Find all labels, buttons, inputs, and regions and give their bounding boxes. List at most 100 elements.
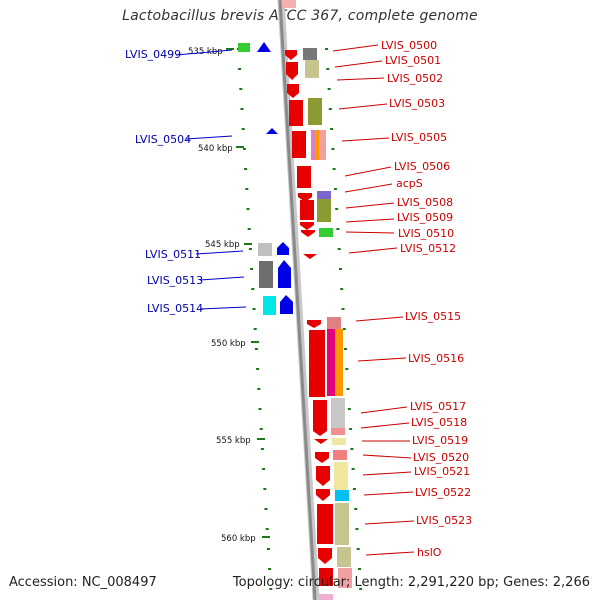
gene-label-lvis-0518: LVIS_0518 xyxy=(411,416,467,429)
accession-text: Accession: NC_008497 xyxy=(9,575,157,590)
feature-grey-1 xyxy=(303,48,317,60)
gene-label-lvis-0517: LVIS_0517 xyxy=(410,400,466,413)
feature-cyan-1 xyxy=(335,490,349,501)
minor-tick xyxy=(268,568,272,570)
feature-red-22 xyxy=(319,568,333,586)
minor-tick xyxy=(337,248,341,250)
minor-tick xyxy=(262,468,266,470)
minor-tick xyxy=(349,428,353,430)
scale-tick-560: 560 kbp xyxy=(221,534,256,544)
feature-olive-2 xyxy=(308,98,322,125)
feature-lvis-0513-grey xyxy=(259,261,273,288)
genome-title: Lactobacillus brevis ATCC 367, complete … xyxy=(122,8,478,24)
minor-tick xyxy=(356,548,360,550)
gene-label-lvis-0509: LVIS_0509 xyxy=(397,211,453,224)
scale-tick-540: 540 kbp xyxy=(198,144,233,154)
feature-green-1 xyxy=(319,228,333,237)
feature-pink-3 xyxy=(319,594,333,600)
feature-lvis-0513-arrow xyxy=(278,260,291,288)
gene-label-hslo: hslO xyxy=(417,546,442,559)
minor-tick xyxy=(332,168,336,170)
feature-mixed-2 xyxy=(315,130,320,160)
minor-tick xyxy=(358,568,361,570)
feature-olive-1 xyxy=(305,60,319,78)
minor-tick xyxy=(238,68,242,70)
feature-red-arrow-15 xyxy=(313,428,327,436)
gene-label-lvis-0508: LVIS_0508 xyxy=(397,196,453,209)
feature-red-arrow-16 xyxy=(314,439,328,444)
feature-salmon-2 xyxy=(338,568,352,588)
minor-tick xyxy=(247,228,251,230)
minor-tick xyxy=(327,88,331,90)
gene-label-lvis-0503: LVIS_0503 xyxy=(389,97,445,110)
minor-tick xyxy=(335,208,339,210)
minor-tick xyxy=(341,308,345,310)
minor-tick xyxy=(354,508,358,510)
minor-tick xyxy=(242,148,246,150)
feature-lightgrey-1 xyxy=(331,398,345,428)
scale-tick-555: 555 kbp xyxy=(216,436,251,446)
gene-label-lvis-0515: LVIS_0515 xyxy=(405,310,461,323)
feature-lvis-0511-grey xyxy=(258,243,272,256)
minor-tick xyxy=(258,408,262,410)
minor-tick xyxy=(342,328,346,330)
minor-tick xyxy=(250,268,254,270)
minor-tick xyxy=(254,348,258,350)
feature-red-arrow-2 xyxy=(286,62,298,80)
minor-tick xyxy=(350,448,354,450)
feature-red-arrow-10 xyxy=(301,230,315,237)
feature-mixed-3 xyxy=(319,130,326,160)
minor-tick xyxy=(328,108,332,110)
feature-red-arrow-17 xyxy=(315,452,329,463)
gene-label-acps: acpS xyxy=(396,177,423,190)
minor-tick xyxy=(257,388,261,390)
feature-red-20 xyxy=(317,504,333,544)
minor-tick xyxy=(331,148,335,150)
gene-label-lvis-0501: LVIS_0501 xyxy=(385,54,441,67)
minor-tick xyxy=(263,488,267,490)
minor-tick xyxy=(245,188,249,190)
gene-label-lvis-0516: LVIS_0516 xyxy=(408,352,464,365)
minor-tick xyxy=(252,308,256,310)
feature-olive-5 xyxy=(337,547,351,567)
feature-olive-3 xyxy=(317,199,331,222)
gene-label-lvis-0522: LVIS_0522 xyxy=(415,486,471,499)
feature-yellow-2 xyxy=(334,462,348,490)
minor-tick xyxy=(339,268,342,270)
feature-orange-1 xyxy=(335,329,343,396)
feature-red-arrow-19 xyxy=(316,489,330,501)
feature-lvis-0499-green xyxy=(238,43,250,52)
feature-red-arrow-3 xyxy=(287,84,299,98)
feature-purple-1 xyxy=(317,191,331,199)
minor-tick xyxy=(344,348,347,350)
gene-label-lvis-0514: LVIS_0514 xyxy=(147,302,203,315)
gene-label-lvis-0513: LVIS_0513 xyxy=(147,274,203,287)
feature-red-8 xyxy=(300,200,314,220)
genome-backbone-core xyxy=(278,0,317,600)
left-connectors xyxy=(175,49,247,310)
feature-magenta-1 xyxy=(327,329,335,396)
feature-red-arrow-18 xyxy=(316,466,330,486)
gene-label-lvis-0504: LVIS_0504 xyxy=(135,133,191,146)
feature-red-4 xyxy=(289,100,303,126)
feature-red-arrow-9 xyxy=(300,222,314,230)
gene-label-lvis-0502: LVIS_0502 xyxy=(387,72,443,85)
gene-label-lvis-0500: LVIS_0500 xyxy=(381,39,437,52)
gene-label-lvis-0512: LVIS_0512 xyxy=(400,242,456,255)
gene-label-lvis-0511: LVIS_0511 xyxy=(145,248,201,261)
gene-label-lvis-0505: LVIS_0505 xyxy=(391,131,447,144)
minor-tick xyxy=(336,228,340,230)
minor-tick xyxy=(259,428,263,430)
minor-tick xyxy=(244,168,248,170)
feature-lvis-0504-arrow xyxy=(266,128,278,134)
gene-label-lvis-0499: LVIS_0499 xyxy=(125,48,181,61)
feature-olive-4 xyxy=(335,503,349,545)
feature-salmon-1 xyxy=(327,317,341,329)
feature-yellow-1 xyxy=(332,438,346,445)
minor-tick xyxy=(248,248,252,250)
minor-tick xyxy=(265,528,269,530)
gene-label-lvis-0510: LVIS_0510 xyxy=(398,227,454,240)
feature-red-arrow-11 xyxy=(303,254,317,259)
feature-lvis-0499-arrow xyxy=(257,42,271,52)
